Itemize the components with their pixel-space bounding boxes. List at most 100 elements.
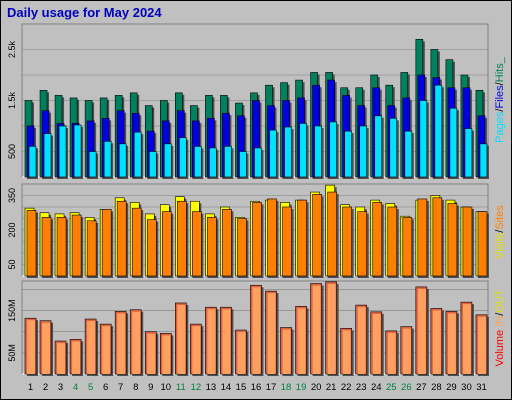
sites-bar — [146, 219, 157, 277]
volume-in-bar — [177, 304, 186, 374]
sites-bar — [267, 198, 277, 277]
sites-bar — [41, 217, 52, 277]
sites-bar — [372, 202, 383, 277]
x-tick-label: 17 — [266, 382, 277, 393]
x-tick-label: 11 — [176, 382, 186, 393]
x-tick-label: 29 — [446, 382, 457, 393]
legend-hits-files-pages-item: / — [494, 108, 506, 112]
sites-bar — [71, 214, 82, 277]
x-tick-label: 14 — [221, 382, 232, 393]
pages-bar — [133, 131, 142, 178]
pages-bar — [299, 123, 307, 178]
sites-bar — [402, 217, 413, 277]
volume-in-bar — [252, 287, 261, 374]
pages-bar — [28, 146, 37, 178]
legend-hits-files-pages-item: / — [494, 81, 506, 85]
sites-bar — [101, 209, 112, 277]
volume-in-bar — [102, 326, 111, 374]
chart-title: Daily usage for May 2024 — [7, 5, 162, 20]
pages-bar — [194, 146, 202, 178]
sites-bar — [312, 194, 322, 277]
volume-in-bar — [42, 322, 51, 374]
legend-volume-item: OUT — [494, 289, 506, 313]
volume-in-bar — [372, 313, 381, 374]
pages-bar — [239, 151, 247, 178]
sites-bar — [56, 217, 67, 277]
x-tick-label: 19 — [296, 382, 307, 393]
volume-in-bar — [477, 316, 486, 374]
x-tick-label: 28 — [431, 382, 442, 393]
sites-bar — [447, 203, 458, 277]
x-tick-label: 13 — [206, 382, 217, 393]
pages-bar — [464, 128, 473, 178]
sites-bar — [432, 197, 443, 277]
volume-in-bar — [147, 333, 156, 374]
volume-in-bar — [27, 320, 35, 374]
y-tick-label: 50 — [7, 259, 17, 269]
sites-bar — [26, 210, 37, 277]
legend-volume-item: IN — [494, 316, 506, 330]
volume-in-bar — [447, 313, 456, 374]
legend-visits-sites-item: Visits — [494, 232, 506, 259]
pages-bar — [314, 125, 322, 178]
pages-bar — [434, 84, 443, 178]
legend-hits-files-pages: Pages/Files/Hits_ — [494, 56, 506, 143]
sites-bar — [161, 211, 172, 277]
sites-bar — [177, 200, 187, 277]
volume-in-bar — [462, 304, 471, 374]
volume-in-bar — [312, 285, 321, 374]
volume-in-bar — [87, 321, 96, 374]
pages-bar — [103, 141, 112, 178]
pages-bar — [389, 118, 398, 178]
sites-bar — [237, 218, 247, 277]
y-tick-label: 150M — [7, 299, 17, 322]
x-tick-label: 6 — [103, 382, 108, 393]
volume-in-bar — [267, 293, 276, 374]
volume-in-bar — [57, 343, 66, 374]
sites-bar — [417, 198, 428, 277]
volume-in-bar — [327, 283, 336, 374]
sites-bar — [116, 200, 127, 277]
pages-bar — [374, 115, 383, 178]
pages-bar — [163, 143, 172, 178]
x-tick-label: 25 — [386, 382, 397, 393]
y-tick-label: 2.5k — [7, 40, 17, 58]
x-tick-label: 16 — [251, 382, 262, 393]
volume-in-bar — [417, 288, 426, 374]
x-tick-label: 24 — [371, 382, 382, 393]
x-tick-label: 15 — [236, 382, 247, 393]
x-tick-label: 23 — [356, 382, 367, 393]
pages-bar — [284, 126, 292, 178]
x-tick-label: 20 — [311, 382, 322, 393]
x-tick-label: 30 — [461, 382, 472, 393]
y-tick-label: 50M — [7, 344, 17, 362]
x-tick-label: 5 — [88, 382, 93, 393]
sites-bar — [282, 206, 292, 277]
x-tick-label: 18 — [281, 382, 292, 393]
pages-bar — [148, 151, 157, 178]
sites-bar — [297, 199, 307, 277]
volume-in-bar — [282, 329, 291, 374]
sites-bar — [357, 211, 368, 277]
volume-in-bar — [117, 313, 126, 374]
sites-bar — [131, 207, 142, 277]
pages-bar — [88, 151, 97, 178]
x-tick-label: 31 — [476, 382, 487, 393]
sites-bar — [342, 206, 352, 277]
y-tick-label: 500 — [7, 144, 17, 159]
sites-bar — [252, 202, 262, 277]
legend-hits-files-pages-item: Pages — [494, 111, 506, 143]
pages-bar — [269, 129, 277, 178]
x-tick-label: 8 — [133, 382, 138, 393]
legend-hits-files-pages-item: Files — [494, 85, 506, 109]
x-tick-label: 27 — [416, 382, 427, 393]
sites-bar — [327, 191, 337, 277]
x-tick-label: 10 — [161, 382, 172, 393]
pages-bar — [404, 130, 413, 178]
volume-in-bar — [387, 332, 396, 374]
legend-hits-files-pages-item: Hits_ — [494, 56, 506, 82]
pages-bar — [224, 146, 232, 178]
volume-in-bar — [402, 328, 411, 374]
legend-volume: Volume IN/OUT — [494, 289, 506, 366]
pages-bar — [419, 100, 428, 178]
